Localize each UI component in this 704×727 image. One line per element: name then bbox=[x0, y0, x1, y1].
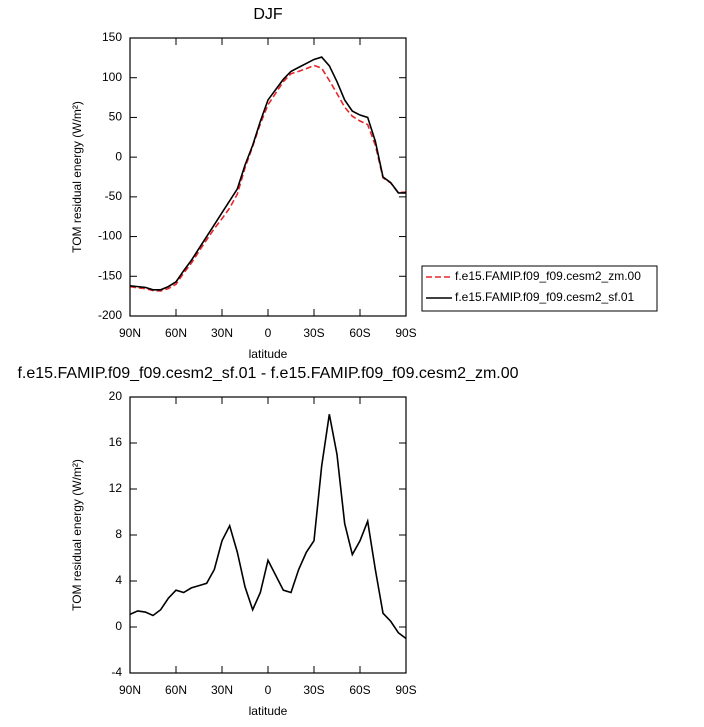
x-tick-label: 60S bbox=[349, 326, 370, 340]
x-tick-label: 0 bbox=[265, 326, 272, 340]
x-tick-label: 90S bbox=[395, 326, 416, 340]
x-tick-label: 30N bbox=[211, 326, 233, 340]
x-tick-label: 30S bbox=[303, 683, 324, 697]
y-tick-label: -50 bbox=[105, 189, 123, 203]
x-tick-label: 60N bbox=[165, 683, 187, 697]
x-axis-label: latitude bbox=[249, 347, 288, 361]
x-tick-label: 90N bbox=[119, 683, 141, 697]
y-tick-label: 20 bbox=[109, 389, 123, 403]
x-tick-label: 60S bbox=[349, 683, 370, 697]
plot-frame bbox=[129, 37, 407, 317]
x-tick-label: 30S bbox=[303, 326, 324, 340]
data-line bbox=[129, 414, 407, 640]
legend-label: f.e15.FAMIP.f09_f09.cesm2_zm.00 bbox=[455, 269, 641, 283]
y-tick-label: 150 bbox=[102, 30, 122, 44]
x-tick-label: 30N bbox=[211, 683, 233, 697]
y-axis-label: TOM residual energy (W/m²) bbox=[70, 101, 84, 253]
data-line bbox=[129, 64, 407, 292]
x-tick-label: 90N bbox=[119, 326, 141, 340]
y-tick-label: -100 bbox=[98, 229, 122, 243]
y-tick-label: 50 bbox=[109, 110, 123, 124]
chart-title: f.e15.FAMIP.f09_f09.cesm2_sf.01 - f.e15.… bbox=[17, 365, 518, 382]
legend-box bbox=[421, 265, 658, 312]
data-line bbox=[129, 56, 406, 291]
y-tick-label: 8 bbox=[115, 527, 122, 541]
x-tick-label: 0 bbox=[265, 683, 272, 697]
x-tick-label: 60N bbox=[165, 326, 187, 340]
y-axis-label: TOM residual energy (W/m²) bbox=[70, 459, 84, 611]
chart-title: DJF bbox=[253, 6, 283, 23]
legend-label: f.e15.FAMIP.f09_f09.cesm2_sf.01 bbox=[455, 290, 635, 304]
x-tick-label: 90S bbox=[395, 683, 416, 697]
plot-frame bbox=[129, 396, 407, 674]
y-tick-label: 12 bbox=[109, 481, 123, 495]
y-tick-label: 0 bbox=[115, 619, 122, 633]
y-tick-label: -150 bbox=[98, 268, 122, 282]
y-tick-label: -200 bbox=[98, 308, 122, 322]
y-tick-label: 0 bbox=[115, 149, 122, 163]
y-tick-label: -4 bbox=[111, 665, 122, 679]
x-axis-label: latitude bbox=[249, 704, 288, 718]
y-tick-label: 100 bbox=[102, 70, 122, 84]
y-tick-label: 4 bbox=[115, 573, 122, 587]
y-tick-label: 16 bbox=[109, 435, 123, 449]
